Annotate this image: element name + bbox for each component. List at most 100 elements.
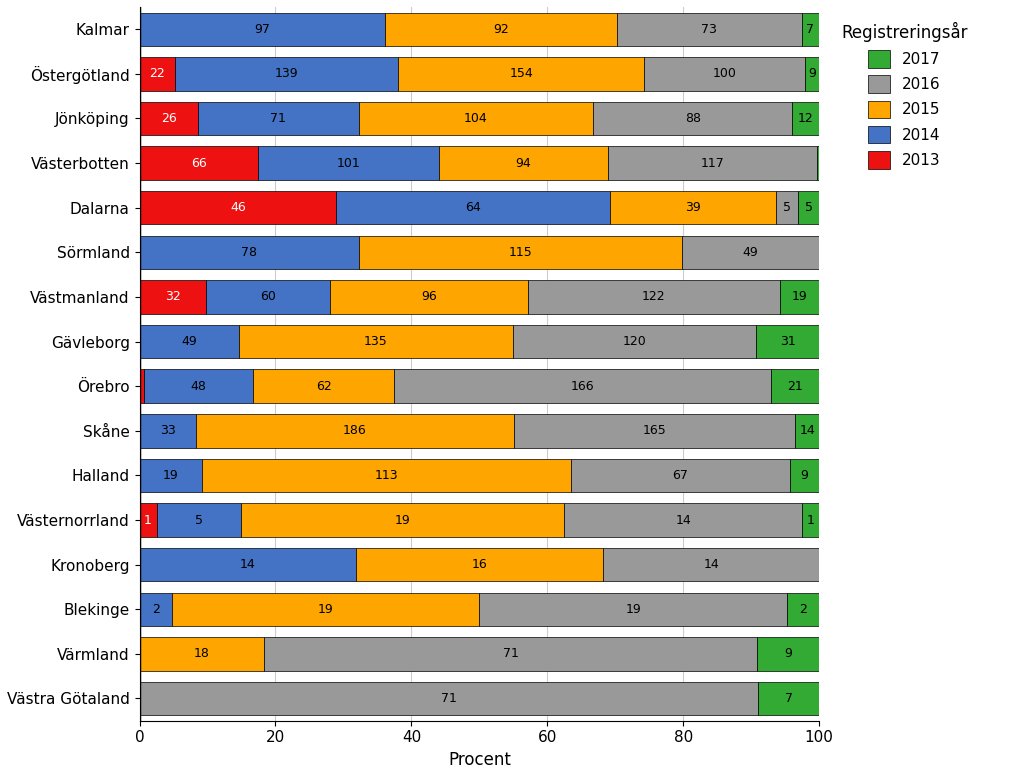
Text: 32: 32 [165, 290, 180, 303]
Bar [239, 325, 513, 359]
Text: 5: 5 [805, 201, 812, 214]
Text: 31: 31 [780, 335, 796, 348]
Bar [758, 682, 819, 715]
Bar [802, 504, 819, 537]
Bar [139, 682, 758, 715]
Text: 165: 165 [642, 424, 667, 438]
Bar [603, 548, 819, 581]
Bar [786, 593, 819, 626]
Bar [394, 369, 771, 403]
Bar [139, 637, 264, 670]
Bar [139, 57, 175, 91]
Text: 1: 1 [807, 514, 815, 526]
Text: 49: 49 [181, 335, 198, 348]
Text: 46: 46 [230, 201, 246, 214]
Bar [644, 57, 805, 91]
Bar [802, 12, 819, 46]
Bar [682, 236, 819, 269]
Text: 5: 5 [783, 201, 792, 214]
Text: 9: 9 [784, 647, 792, 660]
Legend: 2017, 2016, 2015, 2014, 2013: 2017, 2016, 2015, 2014, 2013 [834, 15, 976, 176]
Text: 115: 115 [508, 246, 532, 259]
Text: 122: 122 [642, 290, 666, 303]
Text: 7: 7 [784, 692, 793, 705]
Text: 14: 14 [240, 558, 256, 571]
Text: 18: 18 [194, 647, 210, 660]
Text: 33: 33 [160, 424, 175, 438]
Text: 71: 71 [441, 692, 457, 705]
Text: 73: 73 [701, 23, 717, 36]
Text: 16: 16 [471, 558, 487, 571]
Bar [336, 191, 609, 224]
Text: 22: 22 [150, 68, 165, 81]
Bar [157, 504, 242, 537]
Text: 113: 113 [375, 469, 398, 482]
Bar [139, 504, 157, 537]
Text: 19: 19 [395, 514, 411, 526]
Bar [609, 191, 776, 224]
Text: 19: 19 [792, 290, 808, 303]
Text: 154: 154 [509, 68, 532, 81]
Bar [139, 147, 258, 180]
Bar [139, 459, 202, 492]
Text: 104: 104 [464, 112, 487, 125]
Text: 9: 9 [801, 469, 808, 482]
Bar [776, 191, 798, 224]
Bar [175, 57, 397, 91]
Text: 135: 135 [364, 335, 388, 348]
Text: 139: 139 [274, 68, 298, 81]
Bar [206, 280, 330, 314]
Bar [139, 593, 172, 626]
Bar [330, 280, 528, 314]
Bar [139, 102, 199, 135]
Bar [780, 280, 819, 314]
Text: 2: 2 [799, 603, 807, 615]
Text: 49: 49 [742, 246, 758, 259]
Text: 12: 12 [798, 112, 813, 125]
Text: 96: 96 [421, 290, 436, 303]
Text: 21: 21 [787, 379, 803, 393]
Bar [202, 459, 570, 492]
Text: 14: 14 [676, 514, 691, 526]
Bar [564, 504, 802, 537]
Bar [139, 414, 196, 448]
Bar [397, 57, 644, 91]
Bar [144, 369, 253, 403]
Bar [805, 57, 819, 91]
Text: 14: 14 [703, 558, 719, 571]
Bar [199, 102, 358, 135]
Bar [771, 369, 819, 403]
Bar [358, 102, 593, 135]
Bar [242, 504, 564, 537]
Bar [253, 369, 394, 403]
Bar [479, 593, 786, 626]
Text: 48: 48 [190, 379, 207, 393]
Bar [798, 191, 819, 224]
Bar [139, 191, 336, 224]
Text: 39: 39 [685, 201, 701, 214]
Text: 66: 66 [190, 157, 207, 170]
Bar [355, 548, 603, 581]
Bar [796, 414, 819, 448]
Bar [757, 325, 819, 359]
Bar [139, 548, 355, 581]
Text: 9: 9 [808, 68, 816, 81]
Text: 26: 26 [161, 112, 177, 125]
Text: 97: 97 [254, 23, 270, 36]
Bar [790, 459, 819, 492]
Bar [617, 12, 802, 46]
Text: 94: 94 [515, 157, 531, 170]
Text: 14: 14 [800, 424, 815, 438]
Bar [139, 236, 358, 269]
Bar [593, 102, 793, 135]
Bar [793, 102, 819, 135]
Bar [439, 147, 607, 180]
Text: 88: 88 [685, 112, 700, 125]
Text: 19: 19 [626, 603, 641, 615]
Bar [139, 325, 239, 359]
Bar [570, 459, 790, 492]
Text: 60: 60 [260, 290, 275, 303]
Text: 19: 19 [317, 603, 334, 615]
Text: 120: 120 [623, 335, 646, 348]
Bar [139, 12, 385, 46]
